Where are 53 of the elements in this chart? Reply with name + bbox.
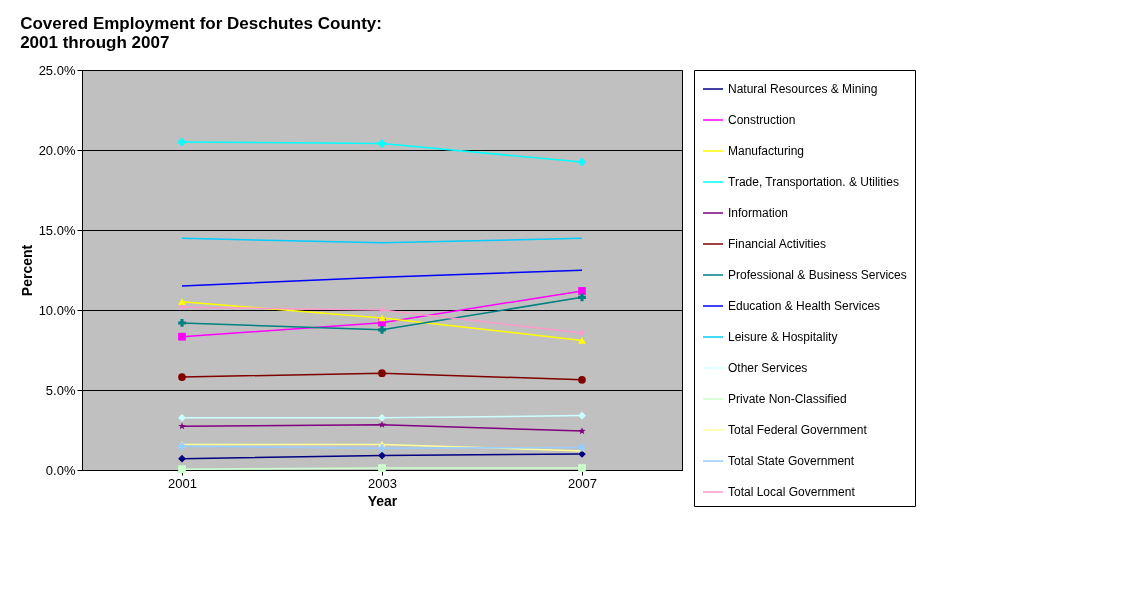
point	[578, 375, 586, 384]
legend-label: Education & Health Services	[728, 299, 881, 313]
point	[178, 138, 186, 146]
point	[578, 411, 586, 420]
y-axis-title: Percent	[18, 244, 35, 297]
point	[378, 451, 386, 460]
point	[178, 298, 186, 306]
point	[378, 369, 386, 378]
x-tick-label: 2001	[168, 475, 197, 491]
legend-label: Total State Government	[728, 454, 855, 468]
y-tick-label: 5.0%	[45, 382, 76, 398]
legend-label: Trade, Transportation. & Utilities	[728, 175, 899, 189]
x-tick-label: 2003	[368, 475, 397, 491]
point	[378, 413, 386, 422]
point	[378, 139, 386, 148]
y-tick-label: 25.0%	[38, 62, 76, 78]
legend-label: Natural Resources & Mining	[728, 82, 878, 96]
point	[578, 329, 586, 337]
point	[178, 373, 186, 381]
legend-label: Information	[728, 206, 789, 220]
legend-label: Construction	[728, 113, 796, 127]
point	[378, 464, 386, 472]
legend-label: Total Federal Government	[728, 423, 868, 437]
legend-label: Total Local Government	[728, 485, 856, 499]
y-tick-label: 15.0%	[38, 222, 76, 238]
legend-label: Other Services	[728, 361, 808, 375]
x-axis-title: Year	[367, 492, 398, 509]
y-tick-label: 0.0%	[45, 462, 76, 478]
point	[178, 422, 186, 430]
y-tick-label: 20.0%	[38, 142, 76, 158]
x-tick-label: 2007	[568, 475, 597, 491]
point	[578, 158, 586, 166]
y-tick-label: 10.0%	[38, 302, 76, 318]
point	[378, 444, 386, 453]
point	[578, 427, 586, 435]
legend-label: Professional & Business Services	[728, 268, 907, 282]
point	[378, 325, 386, 334]
chart-title: Covered Employment for Deschutes County: 2001 through 2007	[20, 14, 382, 52]
point	[178, 413, 186, 422]
legend-label: Private Non-Classified	[728, 392, 847, 406]
point	[578, 443, 586, 452]
point	[178, 303, 186, 311]
point	[578, 293, 586, 302]
point	[178, 465, 186, 474]
point	[578, 464, 586, 472]
point	[578, 337, 586, 344]
legend-label: Leisure & Hospitality	[728, 330, 838, 344]
legend-label: Financial Activities	[728, 237, 827, 251]
point	[178, 319, 186, 327]
legend-label: Manufacturing	[728, 144, 805, 158]
point	[378, 420, 386, 428]
point	[178, 454, 186, 463]
point	[178, 332, 186, 341]
